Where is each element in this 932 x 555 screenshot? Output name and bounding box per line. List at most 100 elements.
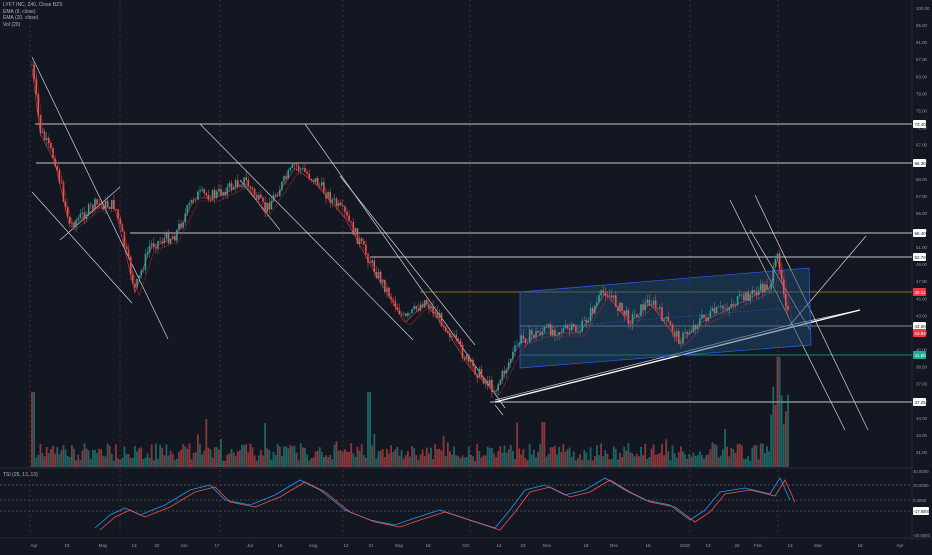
candle-body — [591, 308, 594, 314]
volume-bar — [318, 447, 321, 467]
volume-bar — [291, 446, 294, 467]
price-axis-tick: 47.00 — [916, 279, 928, 284]
candle-body — [625, 310, 628, 316]
volume-bar — [354, 456, 357, 467]
volume-bar — [782, 424, 785, 467]
candle-body — [358, 238, 361, 244]
candle-body — [251, 187, 254, 189]
time-axis-tick: 2020 — [680, 543, 691, 548]
volume-bar — [79, 459, 82, 467]
volume-bar — [707, 454, 710, 467]
candlestick — [604, 287, 607, 301]
candlestick — [228, 180, 231, 192]
candle-body — [745, 292, 747, 301]
candle-body — [755, 292, 758, 296]
candlestick — [783, 276, 785, 298]
trend-line — [339, 175, 476, 346]
volume-bar — [150, 444, 153, 467]
volume-bar — [478, 451, 481, 467]
price-axis-tick: 37.00 — [916, 382, 928, 387]
candle-body — [759, 283, 762, 291]
candle-body — [182, 222, 184, 228]
candlestick — [457, 337, 460, 345]
volume-bar — [108, 445, 111, 467]
candlestick — [205, 191, 208, 199]
volume-bar — [81, 450, 84, 467]
candle-body — [226, 186, 229, 196]
candlestick — [157, 240, 159, 255]
volume-bar — [768, 451, 770, 467]
candle-body — [623, 310, 625, 316]
candlestick — [480, 365, 483, 380]
volume-bar — [134, 446, 136, 467]
volume-bar — [218, 449, 220, 467]
candle-body — [142, 269, 145, 271]
volume-bar — [743, 458, 745, 467]
volume-bar — [314, 451, 317, 467]
volume-bar — [629, 452, 632, 467]
candle-body — [167, 233, 170, 244]
candle-body — [220, 188, 222, 196]
candle-body — [243, 177, 245, 187]
volume-bar — [184, 446, 187, 467]
candle-body — [379, 271, 382, 283]
legend-ema-slow[interactable]: EMA (20, close) — [3, 15, 39, 22]
candlestick — [621, 302, 623, 313]
time-axis-tick: Mar — [814, 543, 822, 548]
volume-bar — [205, 419, 208, 467]
volume-bar — [234, 455, 237, 467]
candle-body — [503, 370, 506, 374]
candle-body — [468, 355, 470, 362]
price-level-tag — [913, 329, 926, 337]
candle-body — [776, 253, 779, 260]
volume-bar — [350, 443, 353, 467]
candle-body — [92, 204, 94, 210]
volume-bar — [598, 455, 600, 467]
candlestick — [459, 338, 462, 348]
volume-bar — [650, 448, 653, 467]
price-axis-tick: 33.00 — [916, 433, 928, 438]
volume-bar — [486, 446, 489, 467]
volume-bar — [293, 445, 296, 467]
volume-bar — [593, 456, 596, 467]
legend-ema-fast[interactable]: EMA (9, close) — [3, 8, 36, 15]
price-level-text: 66.30 — [915, 161, 927, 166]
legend-volume[interactable]: Vol (20) — [3, 21, 21, 28]
volume-bar — [455, 455, 458, 467]
volume-bar — [696, 455, 699, 467]
candlestick — [171, 234, 174, 240]
candle-body — [230, 183, 233, 190]
candle-body — [304, 167, 306, 173]
time-axis-tick: Feb — [754, 543, 762, 548]
legend-symbol-title[interactable]: LYFT INC, 240, Close BZX — [3, 2, 63, 8]
price-level-tag — [913, 120, 926, 128]
volume-bar — [688, 453, 691, 467]
candle-body — [741, 294, 743, 296]
volume-bar — [434, 444, 437, 467]
chart-legend: LYFT INC, 240, Close BZX EMA (9, close) … — [3, 2, 63, 28]
volume-bar — [278, 446, 281, 467]
volume-bar — [589, 447, 592, 467]
candle-body — [186, 205, 189, 214]
candle-body — [547, 324, 550, 328]
candle-body — [533, 334, 535, 338]
candlestick — [281, 180, 283, 192]
volume-bar — [272, 451, 275, 467]
candlestick — [627, 307, 630, 329]
candle-body — [724, 308, 726, 310]
candlestick — [503, 366, 506, 378]
volume-bar — [724, 428, 726, 467]
volume-bar — [524, 458, 527, 467]
volume-bar — [560, 451, 563, 467]
candle-body — [415, 305, 418, 309]
candle-body — [564, 325, 567, 329]
volume-bar — [667, 451, 670, 467]
time-axis-tick: Nov — [543, 543, 552, 548]
volume-bar — [337, 450, 340, 467]
osc-axis-tick: 20.0000 — [913, 483, 929, 488]
candle-body — [461, 345, 464, 358]
oscillator-legend[interactable]: TSI (25, 13, 13) — [3, 472, 38, 478]
volume-bar — [509, 444, 512, 467]
